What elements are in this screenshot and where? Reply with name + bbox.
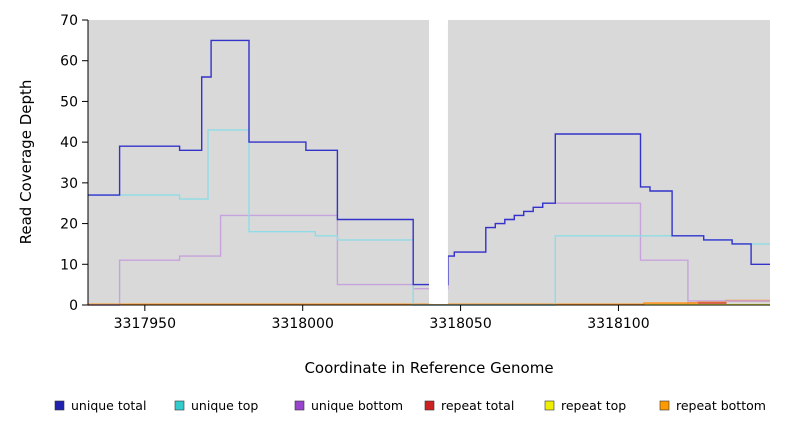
x-axis-label: Coordinate in Reference Genome — [304, 359, 554, 377]
y-tick-label: 60 — [60, 54, 78, 70]
legend-item-unique-total: unique total — [54, 398, 146, 413]
legend-swatch-repeat-total — [424, 400, 435, 411]
y-tick-label: 20 — [60, 217, 78, 233]
legend-item-unique-bottom: unique bottom — [294, 398, 403, 413]
legend-label-unique-total: unique total — [71, 398, 146, 413]
y-tick-label: 50 — [60, 94, 78, 110]
legend-label-repeat-total: repeat total — [441, 398, 514, 413]
legend-label-unique-top: unique top — [191, 398, 258, 413]
x-tick-label: 3317950 — [114, 316, 176, 332]
x-tick-label: 3318100 — [587, 316, 649, 332]
x-tick-label: 3318000 — [272, 316, 334, 332]
y-tick-label: 40 — [60, 135, 78, 151]
legend-label-repeat-bottom: repeat bottom — [676, 398, 766, 413]
y-tick-label: 70 — [60, 13, 78, 29]
legend-swatch-unique-top — [174, 400, 185, 411]
coverage-gap-band — [429, 13, 448, 304]
legend-swatch-unique-total — [54, 400, 65, 411]
x-tick-label: 3318050 — [429, 316, 491, 332]
legend-item-unique-top: unique top — [174, 398, 258, 413]
legend-swatch-unique-bottom — [294, 400, 305, 411]
y-tick-label: 0 — [69, 298, 78, 314]
y-tick-label: 10 — [60, 257, 78, 273]
legend-swatch-repeat-bottom — [659, 400, 670, 411]
y-tick-label: 30 — [60, 176, 78, 192]
legend-item-repeat-total: repeat total — [424, 398, 514, 413]
legend-item-repeat-bottom: repeat bottom — [659, 398, 766, 413]
legend-label-unique-bottom: unique bottom — [311, 398, 403, 413]
legend-label-repeat-top: repeat top — [561, 398, 626, 413]
series-unique-total-line — [88, 39, 770, 286]
legend-swatch-repeat-top — [544, 400, 555, 411]
y-axis-label: Read Coverage Depth — [17, 79, 35, 245]
legend-item-repeat-top: repeat top — [544, 398, 626, 413]
